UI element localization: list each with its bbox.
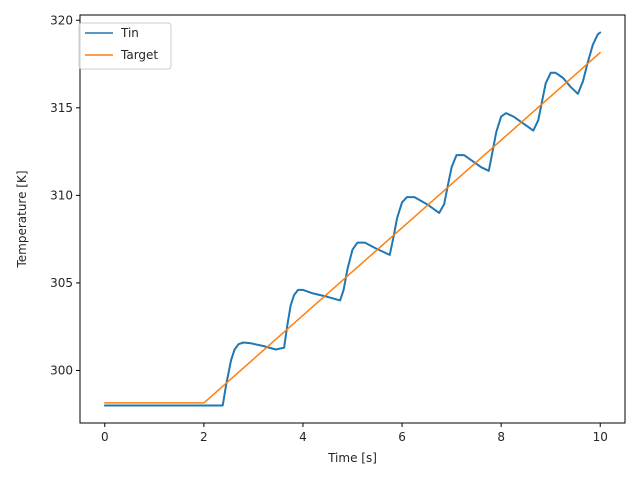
x-tick-label: 0: [101, 430, 109, 444]
legend-box: [78, 22, 172, 70]
y-tick-label: 320: [50, 13, 73, 27]
y-tick-label: 310: [50, 188, 73, 202]
y-axis-label: Temperature [K]: [15, 170, 29, 268]
x-tick-label: 4: [299, 430, 307, 444]
plot-area: [103, 31, 602, 407]
y-tick-label: 305: [50, 276, 73, 290]
axes-frame: [79, 14, 626, 424]
series-line-tin: [103, 31, 602, 407]
y-axis: 300 305 310 315 320: [50, 13, 80, 377]
y-tick-label: 300: [50, 363, 73, 377]
legend-label-tin: Tin: [120, 26, 139, 40]
legend-label-target: Target: [120, 48, 158, 62]
y-tick-label: 315: [50, 101, 73, 115]
x-tick-label: 8: [497, 430, 505, 444]
x-tick-label: 2: [200, 430, 208, 444]
series-line-target: [104, 51, 601, 404]
x-tick-label: 6: [398, 430, 406, 444]
x-tick-label: 10: [593, 430, 608, 444]
x-axis: 0 2 4 6 8 10: [101, 423, 608, 444]
x-axis-label: Time [s]: [327, 451, 377, 465]
legend: Tin Target: [78, 22, 172, 70]
